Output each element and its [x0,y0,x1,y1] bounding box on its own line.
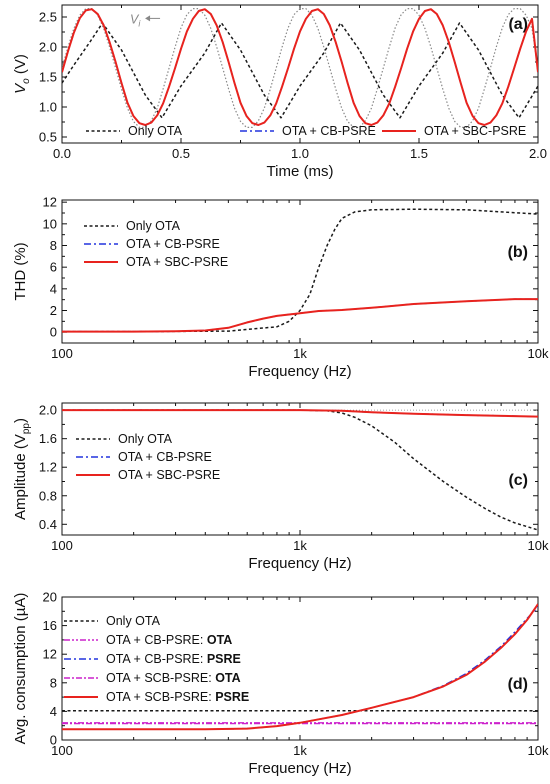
x-tick-label: 10k [528,346,549,361]
y-tick-label: 2.0 [39,40,57,55]
x-axis-label: Time (ms) [267,163,334,180]
y-tick-label: 4 [50,281,57,296]
x-tick-label: 100 [51,538,73,553]
legend-entry: Only OTA [106,614,161,628]
legend-entry: OTA + SBC-PSRE [126,255,228,269]
legend-entry: OTA + CB-PSRE: OTA [106,633,232,647]
legend-entry: OTA + SBC-PSRE [424,124,526,138]
y-tick-label: 10 [43,216,57,231]
y-axis-label: Avg. consumption (µA) [12,593,29,745]
x-tick-label: 0.0 [53,146,71,161]
y-tick-label: 1.2 [39,460,57,475]
panel-3: 100 1k 10k 0 4 8 12 16 20 Frequency (Hz) Avg. cons… [12,590,549,778]
y-tick-label: 12 [43,647,57,662]
legend-entry: OTA + SBC-PSRE [118,468,220,482]
series-line-only-ota [62,208,538,333]
x-tick-label: 10k [528,743,549,758]
y-axis-label: THD (%) [12,242,29,300]
y-axis-label: Amplitude (Vpp) [12,418,32,520]
panel-label: (d) [508,676,528,693]
annotation-arrowhead [145,15,151,22]
x-tick-label: 1.5 [410,146,428,161]
panel-1: 100 1k 10k 0 2 4 6 8 10 12 Frequency (Hz) THD (%) (b… [12,195,549,380]
x-tick-label: 2.0 [529,146,547,161]
annotation-vi: Vi [130,12,141,28]
panel-label: (c) [508,472,528,489]
y-tick-label: 2 [50,303,57,318]
x-axis-label: Frequency (Hz) [248,760,351,777]
legend-entry: OTA + SCB-PSRE: PSRE [106,690,249,704]
legend-entry: OTA + CB-PSRE [126,237,220,251]
y-tick-label: 2.0 [39,403,57,418]
x-tick-label: 0.5 [172,146,190,161]
panel-label: (b) [508,244,528,261]
legend-entry: Only OTA [128,124,183,138]
legend-entry: OTA + CB-PSRE [118,450,212,464]
y-tick-label: 1.6 [39,431,57,446]
y-axis-label: Vo (V) [12,54,32,94]
legend-entry: Only OTA [118,432,173,446]
y-tick-label: 4 [50,704,57,719]
y-tick-label: 1.0 [39,100,57,115]
x-tick-label: 1k [293,346,307,361]
x-tick-label: 1k [293,743,307,758]
y-tick-label: 8 [50,238,57,253]
series-line-ota-sbc-psre [62,409,538,418]
x-tick-label: 1k [293,538,307,553]
legend-entry: OTA + SCB-PSRE: OTA [106,671,241,685]
y-tick-label: 16 [43,618,57,633]
x-axis-label: Frequency (Hz) [248,555,351,572]
series-line-only-ota [62,22,538,119]
y-tick-label: 2.5 [39,10,57,25]
series-line-ota-cb-psre [62,298,538,333]
x-tick-label: 10k [528,538,549,553]
y-tick-label: 8 [50,675,57,690]
x-tick-label: 100 [51,743,73,758]
x-axis-label: Frequency (Hz) [248,363,351,380]
series-line-ota-cb-psre [62,8,538,126]
x-tick-label: 100 [51,346,73,361]
y-tick-label: 20 [43,590,57,605]
y-tick-label: 12 [43,195,57,210]
y-tick-label: 0 [50,325,57,340]
y-tick-label: 1.5 [39,70,57,85]
panel-2: 100 1k 10k 0.4 0.8 1.2 1.6 2.0 Frequency (Hz) Amp… [12,402,549,572]
panel-label: (a) [508,16,528,33]
legend-entry: OTA + CB-PSRE [282,124,376,138]
y-tick-label: 6 [50,260,57,275]
y-tick-label: 0.8 [39,488,57,503]
x-tick-label: 1.0 [291,146,309,161]
series-line-reference [62,8,538,129]
series-line-ota-sbc-psre [62,298,538,333]
series-line-ota-scb-psre-psre [62,603,538,731]
y-tick-label: 0.5 [39,130,57,145]
y-tick-label: 0 [50,733,57,748]
legend-entry: OTA + CB-PSRE: PSRE [106,652,241,666]
legend-entry: Only OTA [126,219,181,233]
y-tick-label: 0.4 [39,517,57,532]
series-line-ota-sbc-psre [62,8,538,126]
